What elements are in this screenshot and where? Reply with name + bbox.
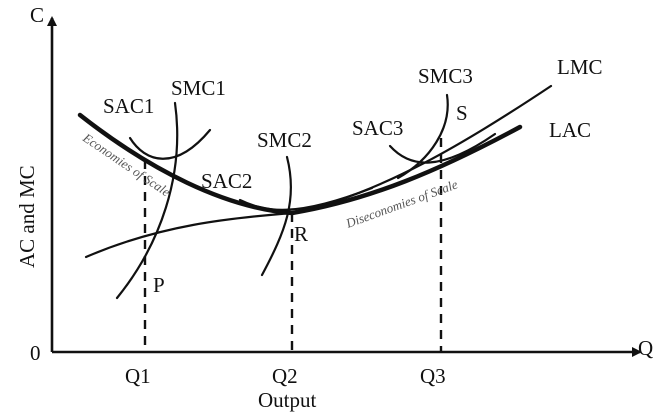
sac2-label: SAC2 (201, 169, 252, 193)
sac1-curve (128, 128, 212, 160)
sac1-label: SAC1 (103, 94, 154, 118)
tick-label-q2: Q2 (272, 364, 298, 388)
x-axis-title: Output (258, 388, 317, 412)
sac3-label: SAC3 (352, 116, 403, 140)
smc2-label: SMC2 (257, 128, 312, 152)
smc3-label: SMC3 (418, 64, 473, 88)
y-axis-title: AC and MC (15, 165, 39, 268)
lac-label: LAC (549, 118, 591, 142)
x-axis-end-label: Q (638, 336, 653, 360)
economies-of-scale-note: Economies of Scale (79, 129, 173, 199)
smc1-label: SMC1 (171, 76, 226, 100)
tick-label-q3: Q3 (420, 364, 446, 388)
point-s-label: S (456, 101, 468, 125)
lmc-curve (84, 84, 553, 259)
point-p-label: P (153, 273, 165, 297)
smc1-curve (115, 101, 179, 300)
smc2-curve (260, 155, 293, 277)
point-r-label: R (294, 222, 308, 246)
sac3-curve (388, 132, 497, 164)
origin-label: 0 (30, 341, 41, 365)
sac2-curve (238, 186, 374, 211)
lmc-label: LMC (557, 55, 603, 79)
tick-label-q1: Q1 (125, 364, 151, 388)
smc3-curve (396, 93, 449, 180)
y-axis-end-label: C (30, 3, 44, 27)
